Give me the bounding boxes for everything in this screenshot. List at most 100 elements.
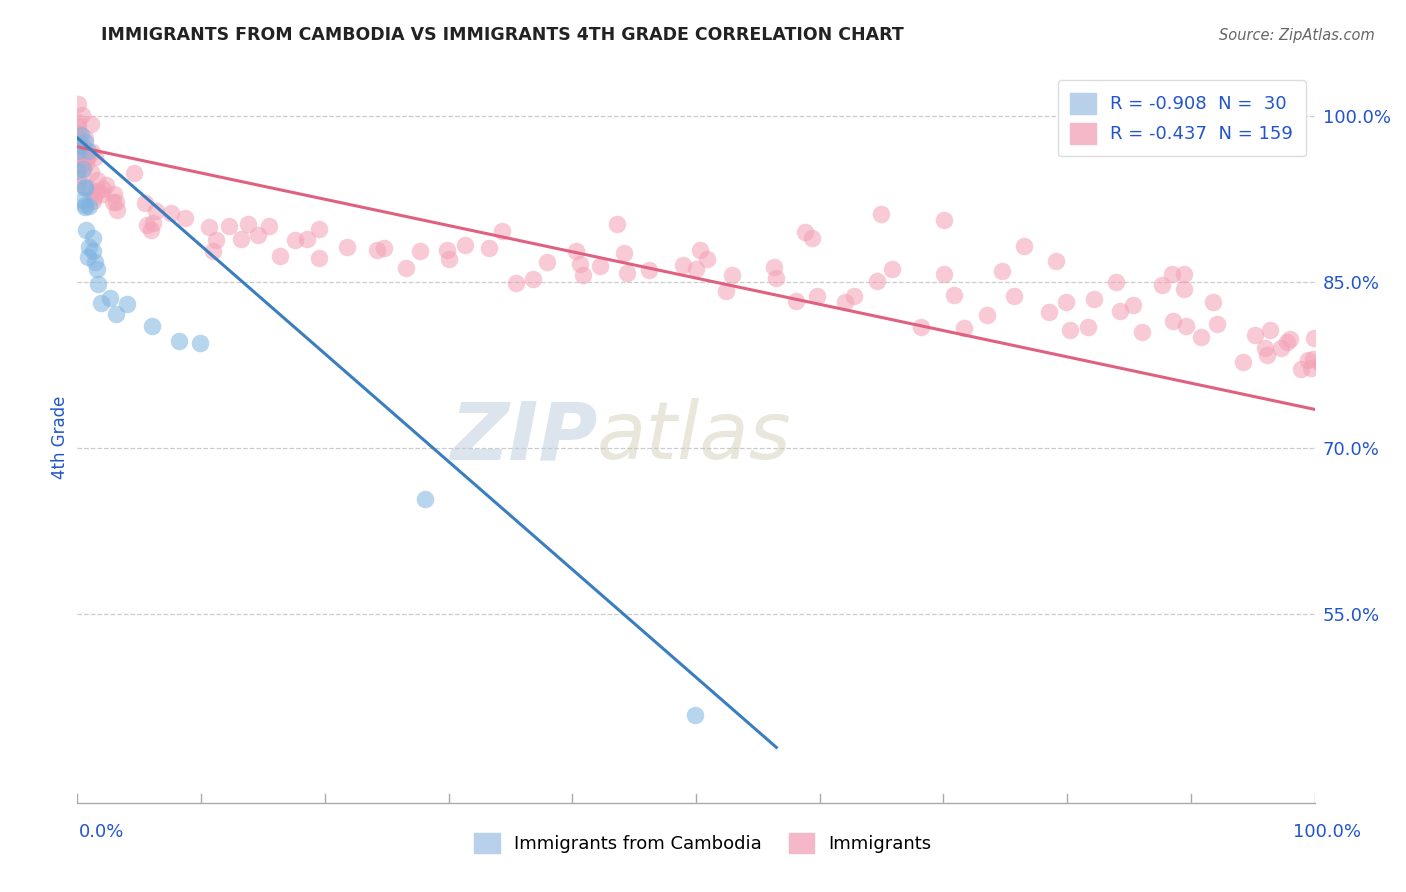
Text: 0.0%: 0.0% [79,822,124,840]
Point [80,117,103,131]
Point [67,135,90,149]
Point [75,155,97,169]
Point [1299,361,1322,376]
Point [66,178,89,192]
Point [67,158,90,172]
Legend: Immigrants from Cambodia, Immigrants: Immigrants from Cambodia, Immigrants [467,825,939,861]
Point [160,205,183,219]
Point [505,276,527,290]
Point [76,146,98,161]
Point [1173,282,1195,296]
Point [834,294,856,309]
Point [1310,357,1333,371]
Point [66,134,89,148]
Point [844,289,866,303]
Point [1243,327,1265,342]
Point [308,222,330,236]
Point [308,251,330,265]
Point [76,144,98,158]
Point [336,239,359,253]
Point [763,260,786,275]
Point [86,172,108,186]
Y-axis label: 4th Grade: 4th Grade [51,395,69,479]
Point [685,262,707,277]
Point [1202,295,1225,310]
Point [72,162,94,177]
Point [616,266,638,280]
Point [1254,342,1277,356]
Point [90,296,112,310]
Point [373,241,395,255]
Point [689,243,711,257]
Point [174,211,197,225]
Point [1012,239,1035,253]
Point [72,108,94,122]
Point [72,139,94,153]
Point [1122,298,1144,312]
Point [714,284,737,298]
Point [976,308,998,322]
Point [765,271,787,285]
Point [84,254,107,268]
Point [205,233,228,247]
Point [1232,355,1254,369]
Point [67,119,90,133]
Point [1038,305,1060,319]
Point [103,187,125,202]
Point [135,218,157,232]
Point [79,198,101,212]
Point [103,194,125,209]
Point [613,246,636,260]
Point [82,244,104,258]
Point [794,225,817,239]
Point [672,258,695,272]
Point [73,135,96,149]
Point [536,254,558,268]
Point [83,189,105,203]
Point [801,231,824,245]
Point [246,227,269,242]
Point [79,239,101,253]
Point [142,216,165,230]
Legend: R = -0.908  N =  30, R = -0.437  N = 159: R = -0.908 N = 30, R = -0.437 N = 159 [1057,80,1306,156]
Point [73,200,96,214]
Point [67,115,90,129]
Text: ZIP: ZIP [450,398,598,476]
Point [568,257,591,271]
Point [218,219,240,233]
Point [1045,253,1067,268]
Point [139,222,162,236]
Point [1160,267,1182,281]
Point [565,244,588,258]
Point [188,336,211,351]
Point [395,261,418,276]
Point [491,224,513,238]
Point [1174,318,1197,333]
Point [86,277,108,292]
Point [437,252,460,266]
Point [1279,332,1302,346]
Point [1059,322,1081,336]
Point [785,294,807,309]
Point [98,291,121,305]
Point [953,320,976,334]
Point [1303,331,1326,345]
Point [75,152,97,166]
Point [870,207,893,221]
Text: atlas: atlas [598,398,792,476]
Point [145,204,167,219]
Point [589,259,612,273]
Point [105,203,128,218]
Point [571,268,593,282]
Point [685,707,707,722]
Point [1152,277,1174,292]
Point [70,128,93,142]
Point [115,297,138,311]
Point [1002,289,1025,303]
Point [1270,341,1292,355]
Point [866,274,889,288]
Point [86,184,108,198]
Point [522,272,544,286]
Point [910,319,932,334]
Point [1289,361,1312,376]
